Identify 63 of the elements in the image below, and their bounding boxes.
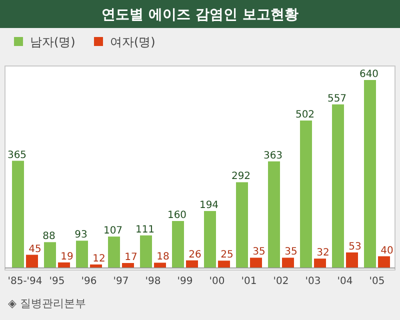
x-tick-label: '00 — [209, 276, 225, 287]
x-tick-label: '03 — [305, 276, 321, 287]
bar — [108, 236, 120, 268]
data-label: 53 — [348, 241, 362, 252]
bar — [268, 161, 280, 268]
x-tick-label: '98 — [145, 276, 161, 287]
data-label: 194 — [199, 200, 219, 212]
bar — [140, 235, 152, 268]
bar — [172, 221, 184, 268]
data-label: 111 — [135, 224, 155, 236]
x-tick-label: '02 — [273, 276, 289, 287]
x-tick-label: '95 — [49, 276, 65, 287]
data-label: 363 — [263, 150, 283, 162]
bar — [346, 252, 358, 268]
bar — [250, 258, 262, 268]
legend-label: 남자(명) — [30, 35, 76, 49]
chart-title: 연도별 에이즈 감염인 보고현황 — [102, 7, 298, 23]
bar — [26, 254, 38, 268]
data-label: 292 — [231, 171, 251, 182]
data-label: 32 — [316, 248, 330, 259]
bar — [204, 211, 216, 268]
data-label: 40 — [380, 245, 394, 256]
data-label: 12 — [92, 253, 106, 264]
bar — [76, 240, 88, 268]
x-tick-label: '97 — [113, 276, 129, 287]
data-label: 45 — [28, 244, 42, 255]
x-tick-label: '99 — [177, 276, 193, 287]
x-tick-label: '85-'94 — [8, 276, 42, 287]
x-tick-label: '96 — [81, 276, 97, 287]
data-label: 35 — [284, 246, 298, 258]
data-label: 25 — [220, 250, 234, 261]
bar — [236, 182, 248, 268]
legend-label: 여자(명) — [110, 35, 156, 49]
data-label: 365 — [7, 150, 27, 161]
bar — [186, 260, 198, 268]
x-tick-label: '05 — [369, 276, 385, 287]
bar — [58, 262, 70, 268]
bar — [314, 258, 326, 268]
bar — [332, 104, 344, 268]
bar — [218, 260, 230, 268]
data-label: 88 — [42, 231, 56, 242]
bar — [44, 242, 56, 268]
data-label: 18 — [156, 252, 170, 263]
bar — [12, 160, 24, 268]
bar — [122, 263, 134, 268]
data-label: 640 — [359, 69, 379, 80]
data-label: 93 — [74, 230, 88, 241]
data-label: 107 — [103, 226, 123, 237]
data-label: 35 — [252, 246, 266, 258]
bar — [300, 120, 312, 268]
bar — [282, 258, 294, 268]
data-label: 557 — [327, 93, 347, 104]
x-tick-label: '01 — [241, 276, 257, 287]
data-label: 17 — [124, 252, 138, 264]
text: ◈ 질병관리본부 — [8, 297, 86, 310]
data-label: 502 — [295, 110, 315, 121]
bar — [154, 262, 166, 268]
data-label: 19 — [60, 251, 74, 262]
data-label: 160 — [167, 210, 187, 221]
bar — [378, 256, 390, 268]
bar — [364, 80, 376, 268]
data-label: 26 — [188, 249, 202, 260]
x-tick-label: '04 — [337, 276, 353, 287]
